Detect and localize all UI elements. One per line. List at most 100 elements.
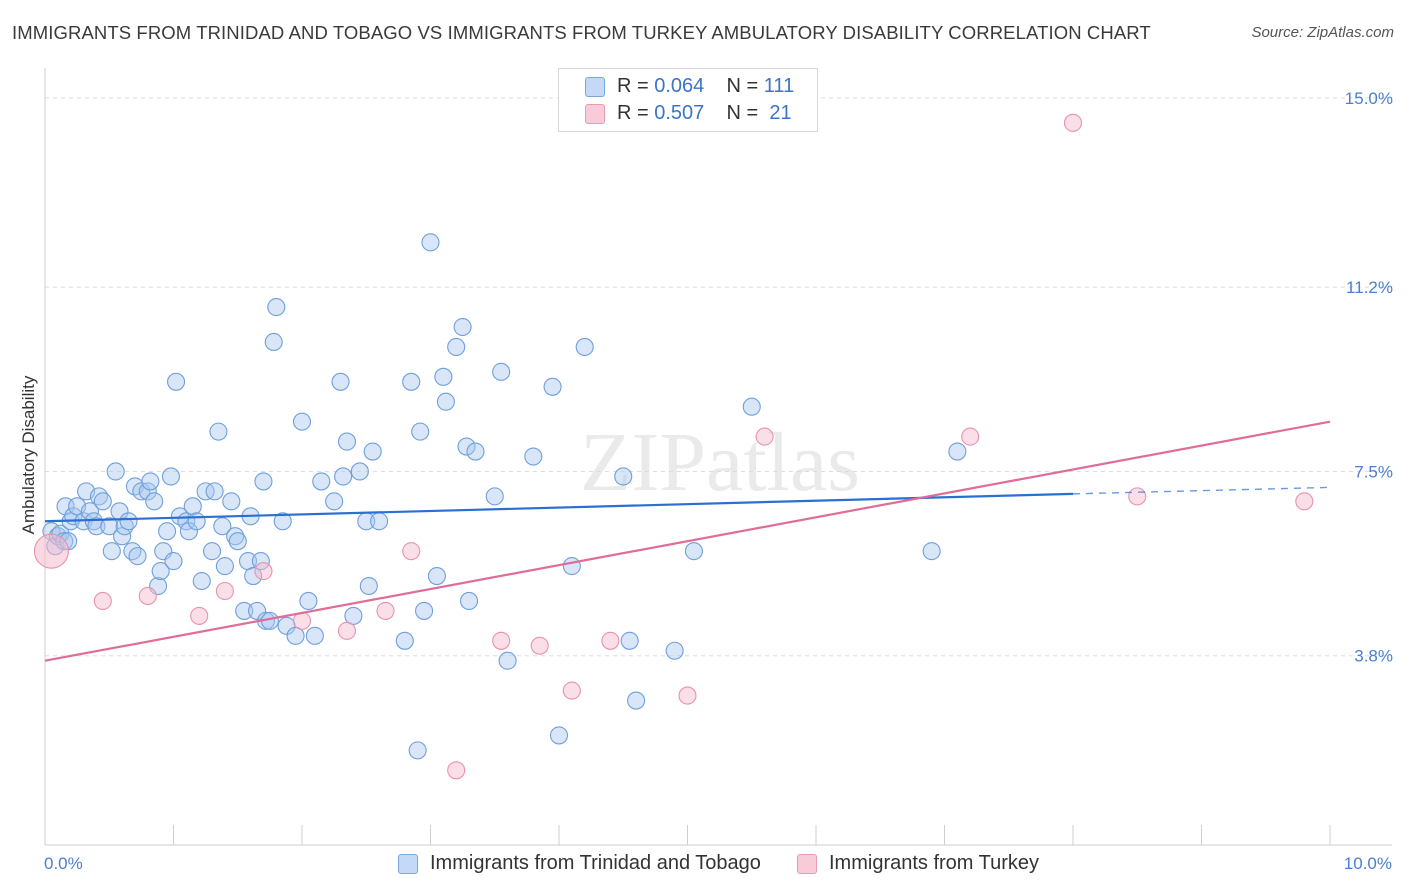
- trinidad-point: [359, 576, 378, 596]
- turkey-point: [215, 581, 234, 601]
- turkey-point: [755, 427, 774, 446]
- bottom-legend-label: Immigrants from Turkey: [829, 852, 1040, 874]
- trend-lines: [44, 420, 1331, 662]
- turkey-point: [492, 631, 511, 650]
- trinidad-point: [562, 557, 581, 576]
- turkey-point: [402, 542, 421, 561]
- turkey-point: [447, 761, 466, 780]
- turkey-point: [337, 621, 357, 640]
- trinidad-point: [119, 512, 138, 531]
- y-axis-label: Ambulatory Disability: [19, 375, 38, 534]
- bottom-legend-swatch-pink: [797, 854, 817, 874]
- trinidad-point: [408, 741, 427, 760]
- legend-r-label: R =: [617, 75, 649, 97]
- trinidad-point: [492, 362, 511, 381]
- trinidad-point: [447, 337, 466, 356]
- turkey-point: [961, 427, 980, 446]
- trinidad-point: [325, 492, 344, 511]
- trinidad-point: [141, 472, 160, 491]
- trinidad-point: [411, 422, 430, 441]
- trinidad-point: [575, 337, 594, 356]
- trinidad-trend-line: [44, 492, 1074, 523]
- legend-swatch-blue: [585, 77, 605, 97]
- source-label: Source: ZipAtlas.com: [1251, 24, 1394, 41]
- turkey-point: [190, 606, 209, 625]
- trinidad-point: [305, 626, 324, 645]
- trinidad-point: [209, 422, 228, 441]
- trinidad-point: [434, 367, 453, 386]
- trinidad-point: [254, 472, 273, 491]
- trinidad-point: [183, 497, 202, 516]
- trinidad-point: [273, 512, 292, 531]
- trinidad-point: [331, 372, 350, 391]
- turkey-point: [1063, 113, 1083, 132]
- turkey-point: [254, 562, 273, 581]
- trinidad-point: [453, 317, 472, 337]
- trinidad-point: [213, 517, 232, 536]
- turkey-point: [530, 636, 549, 655]
- turkey-point: [562, 681, 581, 700]
- legend-r-value: 0.507: [654, 102, 705, 124]
- trinidad-point: [228, 532, 247, 551]
- trinidad-point: [312, 472, 331, 491]
- turkey-point: [678, 686, 697, 705]
- trinidad-point: [167, 372, 186, 391]
- trinidad-point: [235, 601, 254, 620]
- turkey-point: [1295, 492, 1314, 511]
- trinidad-point: [102, 542, 121, 561]
- trinidad-point: [292, 412, 312, 431]
- trinidad-point: [299, 591, 318, 611]
- trinidad-point: [421, 233, 440, 252]
- series-turkey-points: [33, 113, 1314, 780]
- trinidad-point: [350, 462, 369, 481]
- turkey-point: [138, 586, 157, 606]
- x-tick-label: 0.0%: [44, 854, 83, 873]
- trinidad-point: [459, 591, 479, 611]
- bottom-legend-label: Immigrants from Trinidad and Tobago: [430, 852, 761, 874]
- legend-n-label: N =: [726, 75, 759, 97]
- trinidad-point: [215, 557, 234, 576]
- trinidad-point: [427, 567, 446, 586]
- x-tick-label: 10.0%: [1344, 854, 1392, 873]
- turkey-point: [601, 631, 620, 650]
- legend-r-value: 0.064: [654, 75, 705, 97]
- trinidad-point: [106, 462, 125, 481]
- trinidad-point: [627, 691, 646, 710]
- trinidad-point: [192, 571, 211, 591]
- trinidad-point: [614, 467, 633, 486]
- trinidad-point: [485, 487, 504, 506]
- trinidad-point: [466, 442, 485, 461]
- trinidad-point: [436, 392, 455, 411]
- trinidad-point: [203, 542, 222, 561]
- legend-n-value: 21: [769, 102, 792, 124]
- trinidad-point: [87, 517, 106, 536]
- trinidad-point: [363, 442, 382, 461]
- turkey-point: [33, 533, 69, 569]
- trinidad-point: [93, 492, 112, 511]
- trinidad-point: [524, 447, 543, 466]
- trinidad-point: [164, 552, 183, 571]
- trinidad-point: [286, 626, 305, 645]
- trinidad-trend-extension: [1072, 486, 1331, 495]
- trinidad-point: [145, 492, 164, 511]
- legend: R = 0.064 N = 111 R = 0.507 N = 21: [558, 68, 818, 132]
- bottom-legend-swatch-blue: [398, 854, 418, 874]
- trinidad-point: [549, 726, 569, 745]
- trinidad-point: [344, 606, 363, 625]
- turkey-point: [376, 601, 395, 620]
- turkey-point: [1128, 487, 1147, 506]
- watermark: ZIPatlas: [580, 416, 860, 509]
- trinidad-point: [205, 482, 224, 501]
- trinidad-point: [158, 522, 177, 541]
- y-tick-label: 15.0%: [1345, 89, 1393, 108]
- y-tick-label: 11.2%: [1346, 278, 1393, 297]
- trinidad-point: [161, 467, 180, 486]
- trinidad-point: [100, 517, 119, 536]
- turkey-trend-line: [44, 420, 1331, 662]
- trinidad-point: [132, 482, 151, 501]
- turkey-point: [93, 591, 112, 611]
- trinidad-point: [128, 547, 147, 566]
- legend-n-value: 111: [763, 75, 795, 97]
- trinidad-point: [123, 542, 142, 561]
